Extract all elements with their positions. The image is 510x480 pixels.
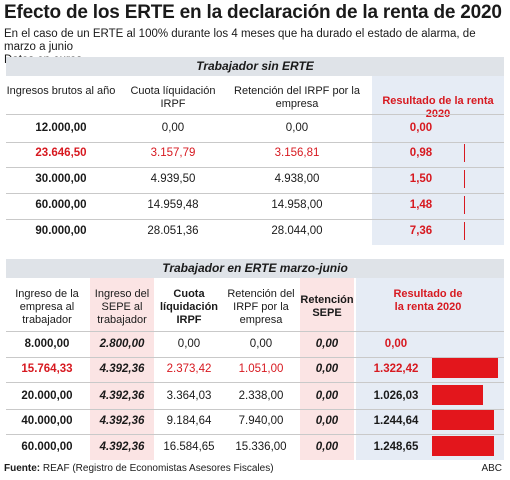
page-title: Efecto de los ERTE en la declaración de … (4, 2, 502, 23)
t2-cell: 20.000,00 (21, 390, 73, 402)
footer-label: Fuente: (4, 463, 41, 474)
t2-cell: 1.051,00 (238, 363, 284, 375)
t2-result-bar (432, 385, 483, 405)
t2-rule (6, 357, 504, 358)
t2-cell: 4.392,36 (99, 390, 145, 402)
t2-result-label: 1.026,03 (373, 390, 419, 402)
t1-result-mark (464, 222, 465, 240)
t1-cell: 0,00 (161, 122, 185, 134)
t2-result-label: 1.244,64 (373, 415, 419, 427)
t2-cell: 3.364,03 (166, 390, 212, 402)
t2-cell: 4.392,36 (99, 441, 145, 453)
footer-source: Fuente: REAF (Registro de Economistas As… (4, 463, 274, 474)
t1-cell: 3.156,81 (274, 147, 320, 159)
brand-logo: ABC (481, 463, 502, 474)
t1-cell: 60.000,00 (35, 199, 87, 211)
t2-header-2: Cuota líquidación IRPF (159, 288, 219, 326)
section-title-erte: Trabajador en ERTE marzo-junio (6, 259, 504, 278)
retencion-sepe-column-highlight (300, 278, 354, 460)
t2-cell: 0,00 (249, 338, 273, 350)
t2-cell: 40.000,00 (21, 415, 73, 427)
t1-rule (6, 219, 504, 220)
t1-cell: 4.939,50 (150, 173, 196, 185)
t2-cell: 2.800,00 (99, 338, 145, 350)
t2-header-5: Resultado de la renta 2020 (393, 288, 463, 313)
t1-result-label: 1,48 (409, 199, 433, 211)
t1-result-label: 0,98 (409, 147, 433, 159)
t1-cell: 28.044,00 (271, 225, 323, 237)
t1-rule (6, 142, 504, 143)
t1-header-1: Cuota líquidación IRPF (130, 85, 216, 110)
footer-source-text: REAF (Registro de Economistas Asesores F… (42, 463, 274, 474)
t2-cell: 60.000,00 (21, 441, 73, 453)
t1-result-mark (464, 196, 465, 214)
t2-cell: 2.338,00 (238, 390, 284, 402)
t2-cell: 2.373,42 (166, 363, 212, 375)
t2-cell: 0,00 (315, 441, 339, 453)
t1-result-label: 0,00 (409, 122, 433, 134)
t2-cell: 0,00 (315, 338, 339, 350)
t2-cell: 16.584,65 (163, 441, 215, 453)
result-column-highlight (372, 76, 504, 245)
t1-cell: 14.958,00 (271, 199, 323, 211)
t1-result-label: 1,50 (409, 173, 433, 185)
section-title-sin-erte: Trabajador sin ERTE (6, 57, 504, 76)
t1-rule (6, 167, 504, 168)
t2-header-1: Ingreso del SEPE al trabajador (94, 288, 150, 326)
t2-cell: 0,00 (315, 363, 339, 375)
t2-rule-header (6, 331, 504, 332)
t2-result-label: 1.248,65 (373, 441, 419, 453)
t1-result-mark (464, 144, 465, 162)
t1-result-label: 7,36 (409, 225, 433, 237)
t2-cell: 15.764,33 (21, 363, 73, 375)
t2-cell: 15.336,00 (235, 441, 287, 453)
t1-header-0: Ingresos brutos al año (6, 85, 116, 97)
t2-result-bar (432, 410, 494, 430)
t1-cell: 30.000,00 (35, 173, 87, 185)
t1-cell: 4.938,00 (274, 173, 320, 185)
t2-cell: 4.392,36 (99, 363, 145, 375)
t1-header-2: Retención del IRPF por la empresa (234, 85, 360, 110)
t2-cell: 9.184,64 (166, 415, 212, 427)
t2-cell: 0,00 (315, 390, 339, 402)
t1-cell: 3.157,79 (150, 147, 196, 159)
t2-result-label: 0,00 (384, 338, 408, 350)
t2-cell: 0,00 (177, 338, 201, 350)
t2-result-bar (432, 358, 498, 378)
t1-cell: 23.646,50 (35, 147, 87, 159)
t2-rule (6, 409, 504, 410)
t2-result-label: 1.322,42 (373, 363, 419, 375)
t2-cell: 7.940,00 (238, 415, 284, 427)
t2-result-bar (432, 436, 494, 456)
subtitle-line-1: En el caso de un ERTE al 100% durante lo… (4, 28, 476, 53)
t2-rule (6, 434, 504, 435)
t1-result-mark (464, 170, 465, 188)
t2-header-0: Ingreso de la empresa al trabajador (15, 288, 79, 326)
sepe-column-highlight (90, 278, 154, 460)
t2-header-4: Retención SEPE (300, 294, 354, 319)
t1-rule-header (6, 114, 504, 115)
t2-rule (6, 382, 504, 383)
t2-header-3: Retención del IRPF por la empresa (227, 288, 295, 326)
t1-cell: 28.051,36 (147, 225, 199, 237)
t1-rule (6, 193, 504, 194)
t2-cell: 4.392,36 (99, 415, 145, 427)
t2-cell: 8.000,00 (24, 338, 70, 350)
t1-cell: 12.000,00 (35, 122, 87, 134)
t1-cell: 14.959,48 (147, 199, 199, 211)
t1-cell: 0,00 (285, 122, 309, 134)
t1-cell: 90.000,00 (35, 225, 87, 237)
t1-header-3: Resultado de la renta 2020 (382, 95, 494, 120)
t2-cell: 0,00 (315, 415, 339, 427)
